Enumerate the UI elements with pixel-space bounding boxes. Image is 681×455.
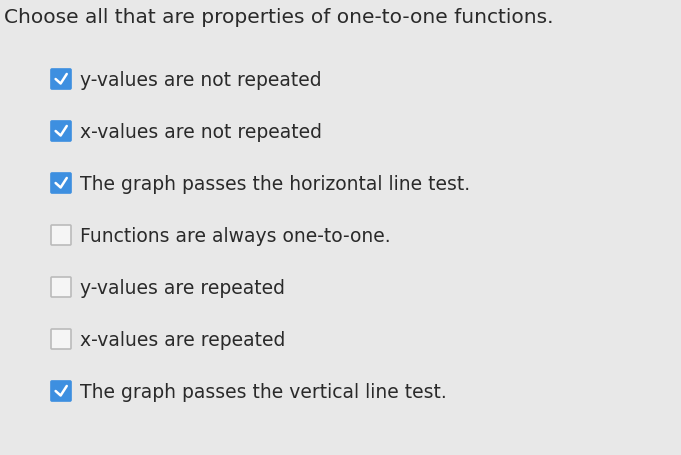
FancyBboxPatch shape <box>51 174 71 193</box>
Text: y-values are repeated: y-values are repeated <box>80 278 285 297</box>
FancyBboxPatch shape <box>51 70 71 90</box>
Text: Choose all that are properties of one-to-one functions.: Choose all that are properties of one-to… <box>4 8 554 27</box>
Text: y-values are not repeated: y-values are not repeated <box>80 71 321 89</box>
FancyBboxPatch shape <box>51 226 71 245</box>
Text: x-values are not repeated: x-values are not repeated <box>80 122 322 141</box>
Text: x-values are repeated: x-values are repeated <box>80 330 285 349</box>
FancyBboxPatch shape <box>51 381 71 401</box>
Text: The graph passes the horizontal line test.: The graph passes the horizontal line tes… <box>80 174 470 193</box>
Text: The graph passes the vertical line test.: The graph passes the vertical line test. <box>80 382 447 400</box>
Text: Functions are always one-to-one.: Functions are always one-to-one. <box>80 226 391 245</box>
FancyBboxPatch shape <box>51 329 71 349</box>
FancyBboxPatch shape <box>51 278 71 298</box>
FancyBboxPatch shape <box>51 122 71 142</box>
